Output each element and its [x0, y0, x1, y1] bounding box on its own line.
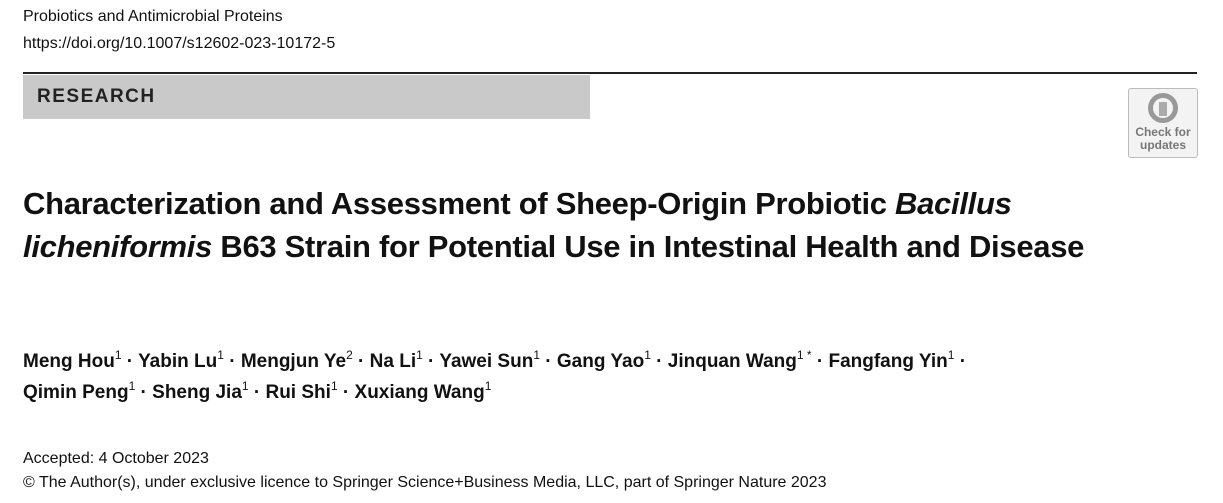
section-label: RESEARCH	[37, 86, 156, 107]
author[interactable]: Jinquan Wang1 *	[667, 348, 812, 372]
doi-link[interactable]: https://doi.org/10.1007/s12602-023-10172…	[23, 35, 336, 52]
accepted-date: Accepted: 4 October 2023	[23, 450, 209, 467]
author[interactable]: Rui Shi1	[265, 379, 338, 403]
author-affiliation: 1	[330, 379, 338, 393]
author[interactable]: Xuxiang Wang1	[354, 379, 492, 403]
check-for-updates-button[interactable]: Check for updates	[1128, 88, 1198, 158]
author-name: Sheng Jia	[152, 382, 242, 403]
author[interactable]: Gang Yao1	[556, 348, 651, 372]
author-affiliation: 1	[128, 379, 136, 393]
title-text-end: B63 Strain for Potential Use in Intestin…	[212, 229, 1085, 264]
author-affiliation: 1 *	[796, 348, 812, 362]
author-affiliation: 1	[947, 348, 955, 362]
title-text: Characterization and Assessment of Sheep…	[23, 186, 896, 221]
article-title: Characterization and Assessment of Sheep…	[23, 182, 1103, 268]
journal-name: Probiotics and Antimicrobial Proteins	[23, 8, 283, 25]
author-name: Fangfang Yin	[828, 351, 948, 372]
author-name: Qimin Peng	[23, 382, 129, 403]
author-affiliation: 2	[346, 348, 353, 362]
author-name: Meng Hou	[23, 351, 115, 372]
badge-line1: Check for	[1135, 125, 1191, 139]
author-affiliation: 1	[644, 348, 651, 362]
author[interactable]: Fangfang Yin1	[828, 348, 955, 372]
author[interactable]: Na Li1	[369, 348, 423, 372]
author-name: Rui Shi	[265, 382, 331, 403]
badge-line2: updates	[1139, 138, 1186, 152]
author-name: Gang Yao	[556, 351, 645, 372]
author[interactable]: Yabin Lu1	[138, 348, 224, 372]
author-affiliation: 1	[241, 379, 249, 393]
author-name: Yawei Sun	[439, 351, 534, 372]
copyright: © The Author(s), under exclusive licence…	[23, 474, 827, 491]
section-banner: RESEARCH	[23, 75, 590, 119]
author[interactable]: Meng Hou1	[23, 348, 122, 372]
author-affiliation: 1	[416, 348, 423, 362]
author-affiliation: 1	[484, 379, 492, 393]
author-name: Xuxiang Wang	[354, 382, 485, 403]
author-list: Meng Hou1 · Yabin Lu1 · Mengjun Ye2 · Na…	[23, 348, 967, 403]
header-rule	[23, 72, 1197, 74]
author-affiliation: 1	[217, 348, 224, 362]
author-name: Jinquan Wang	[667, 351, 797, 372]
author-affiliation: 1	[114, 348, 122, 362]
author[interactable]: Mengjun Ye2	[240, 348, 353, 372]
author-name: Yabin Lu	[138, 351, 218, 372]
author[interactable]: Sheng Jia1	[152, 379, 249, 403]
crossmark-icon	[1148, 93, 1178, 123]
author[interactable]: Qimin Peng1	[23, 379, 136, 403]
author-affiliation: 1	[533, 348, 540, 362]
author[interactable]: Yawei Sun1	[439, 348, 540, 372]
author-name: Na Li	[369, 351, 417, 372]
title-species: Bacillus licheniformis	[23, 186, 1012, 264]
author-name: Mengjun Ye	[240, 351, 347, 372]
